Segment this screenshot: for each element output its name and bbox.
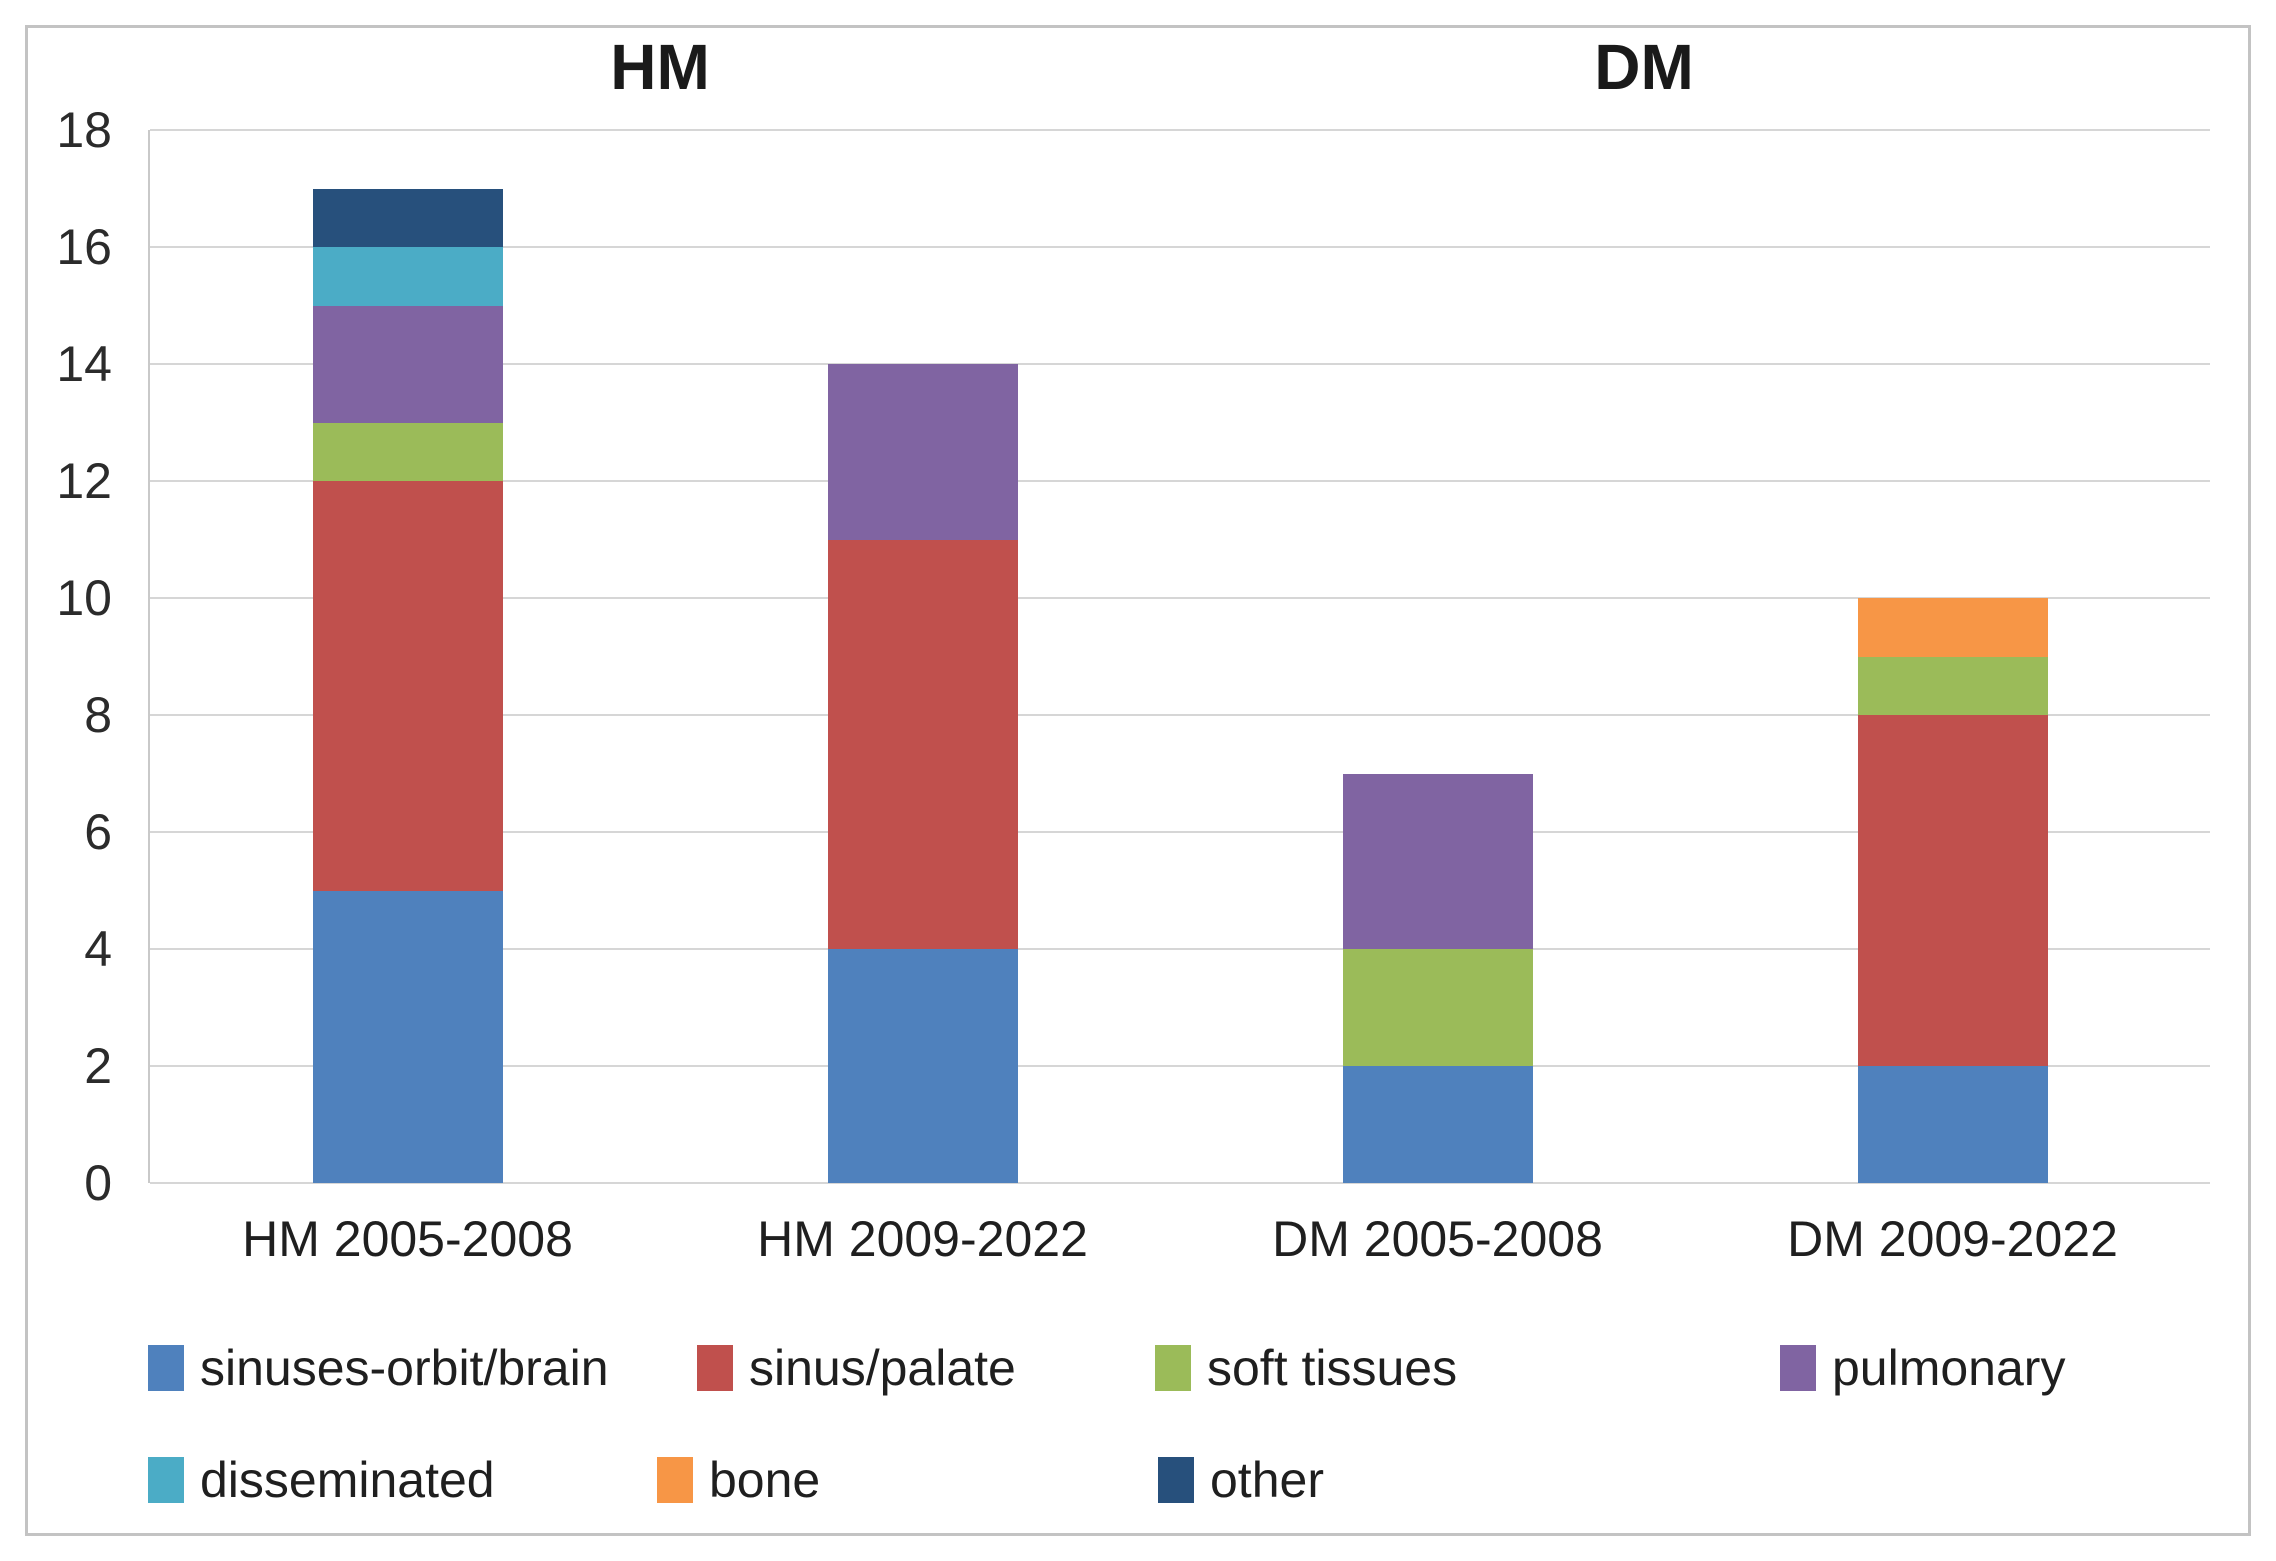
y-tick-label: 6 bbox=[84, 804, 112, 860]
chart-frame-border bbox=[25, 25, 2251, 1536]
y-tick-label: 10 bbox=[56, 570, 112, 626]
gridline-y-0 bbox=[150, 1182, 2210, 1184]
legend-item-disseminated: disseminated bbox=[148, 1450, 495, 1510]
legend-swatch-sinuses-orbit-brain bbox=[148, 1345, 184, 1391]
legend-swatch-pulmonary bbox=[1780, 1345, 1816, 1391]
x-axis-label: DM 2005-2008 bbox=[1272, 1211, 1603, 1267]
legend-label: bone bbox=[709, 1452, 821, 1508]
x-axis-label: HM 2009-2022 bbox=[757, 1211, 1088, 1267]
section-title-hm: HM bbox=[610, 31, 710, 103]
legend-item-soft-tissues: soft tissues bbox=[1155, 1338, 1457, 1398]
legend-label: sinuses-orbit/brain bbox=[200, 1340, 609, 1396]
legend-label: pulmonary bbox=[1832, 1340, 2066, 1396]
y-tick-label: 16 bbox=[56, 219, 112, 275]
legend-item-bone: bone bbox=[657, 1450, 820, 1510]
section-title-dm: DM bbox=[1594, 31, 1694, 103]
gridline-y-14 bbox=[150, 363, 2210, 365]
bar-segment-pulmonary bbox=[312, 305, 503, 423]
legend-label: disseminated bbox=[200, 1452, 495, 1508]
gridline-y-8 bbox=[150, 714, 2210, 716]
y-tick-label: 12 bbox=[56, 453, 112, 509]
legend-item-pulmonary: pulmonary bbox=[1780, 1338, 2065, 1398]
legend-swatch-other bbox=[1158, 1457, 1194, 1503]
gridline-y-16 bbox=[150, 246, 2210, 248]
gridline-y-10 bbox=[150, 597, 2210, 599]
legend-swatch-disseminated bbox=[148, 1457, 184, 1503]
gridline-y-18 bbox=[150, 129, 2210, 131]
bar-segment-sinus-palate bbox=[1857, 715, 2048, 1066]
bar-segment-soft-tissues bbox=[312, 422, 503, 481]
bar-segment-soft-tissues bbox=[1857, 656, 2048, 715]
gridline-y-2 bbox=[150, 1065, 2210, 1067]
legend-swatch-bone bbox=[657, 1457, 693, 1503]
y-tick-label: 4 bbox=[84, 921, 112, 977]
bar-segment-disseminated bbox=[312, 247, 503, 306]
legend-item-sinus-palate: sinus/palate bbox=[697, 1338, 1016, 1398]
bar-segment-other bbox=[312, 188, 503, 247]
bar-segment-sinuses-orbit-brain bbox=[827, 949, 1018, 1183]
bar-segment-soft-tissues bbox=[1342, 949, 1533, 1066]
legend-swatch-soft-tissues bbox=[1155, 1345, 1191, 1391]
legend-label: sinus/palate bbox=[749, 1340, 1016, 1396]
y-axis-line bbox=[148, 130, 150, 1183]
gridline-y-6 bbox=[150, 831, 2210, 833]
bar-segment-sinuses-orbit-brain bbox=[312, 890, 503, 1183]
x-axis-label: HM 2005-2008 bbox=[242, 1211, 573, 1267]
legend-swatch-sinus-palate bbox=[697, 1345, 733, 1391]
legend-label: other bbox=[1210, 1452, 1324, 1508]
gridline-y-4 bbox=[150, 948, 2210, 950]
y-tick-label: 2 bbox=[84, 1038, 112, 1094]
legend-item-sinuses-orbit-brain: sinuses-orbit/brain bbox=[148, 1338, 609, 1398]
bar-segment-bone bbox=[1857, 598, 2048, 657]
bar-segment-pulmonary bbox=[1342, 773, 1533, 949]
y-tick-label: 18 bbox=[56, 102, 112, 158]
bar-segment-sinus-palate bbox=[312, 481, 503, 891]
y-tick-label: 14 bbox=[56, 336, 112, 392]
legend-item-other: other bbox=[1158, 1450, 1324, 1510]
legend-label: soft tissues bbox=[1207, 1340, 1458, 1396]
bar-segment-sinus-palate bbox=[827, 539, 1018, 949]
bar-segment-sinuses-orbit-brain bbox=[1857, 1066, 2048, 1183]
y-tick-label: 0 bbox=[84, 1155, 112, 1211]
bar-segment-pulmonary bbox=[827, 364, 1018, 540]
y-tick-label: 8 bbox=[84, 687, 112, 743]
gridline-y-12 bbox=[150, 480, 2210, 482]
x-axis-label: DM 2009-2022 bbox=[1787, 1211, 2118, 1267]
bar-segment-sinuses-orbit-brain bbox=[1342, 1066, 1533, 1183]
